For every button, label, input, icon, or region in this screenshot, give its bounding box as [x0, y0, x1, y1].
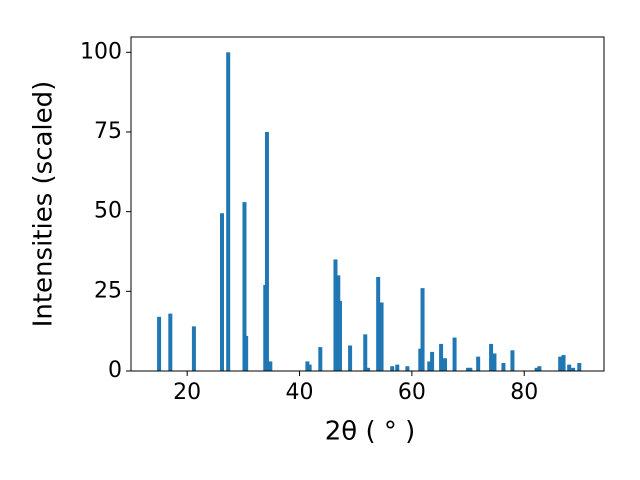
x-tick-label: 20	[173, 380, 201, 405]
y-axis-label: Intensities (scaled)	[29, 81, 59, 328]
bar	[537, 366, 542, 371]
bar	[558, 356, 563, 371]
bar	[418, 348, 423, 371]
bar	[157, 316, 162, 371]
bar	[191, 326, 196, 371]
bar	[395, 364, 400, 371]
bar	[226, 52, 231, 372]
bar	[168, 313, 173, 371]
bar	[510, 350, 515, 371]
bar	[567, 364, 572, 371]
bar	[244, 335, 249, 371]
bar	[489, 343, 494, 371]
bar	[452, 337, 457, 371]
bar	[405, 366, 410, 371]
bar	[420, 288, 425, 371]
y-tick-label: 0	[108, 358, 122, 383]
bar	[443, 358, 448, 371]
bar	[501, 363, 506, 371]
x-tick-label: 80	[510, 380, 538, 405]
bar	[376, 276, 381, 371]
bar	[220, 213, 225, 371]
bar	[268, 361, 273, 371]
bar	[561, 355, 566, 371]
bar	[348, 345, 353, 371]
y-tick-label: 100	[80, 39, 122, 64]
bar	[337, 300, 342, 371]
x-tick-label: 60	[398, 380, 426, 405]
y-tick-label: 75	[94, 119, 122, 144]
bar	[571, 367, 576, 371]
y-tick-label: 50	[94, 199, 122, 224]
bar	[333, 259, 338, 371]
bar	[430, 351, 435, 371]
y-tick-label: 25	[94, 278, 122, 303]
bar	[492, 353, 497, 371]
bar	[264, 131, 269, 371]
bar	[379, 302, 384, 371]
bar	[318, 347, 323, 371]
bar	[366, 367, 371, 371]
bar	[390, 366, 395, 371]
bar	[307, 364, 312, 371]
plot-frame	[130, 36, 605, 372]
bar	[242, 202, 247, 371]
bar	[468, 367, 473, 371]
bar	[427, 361, 432, 371]
bar	[363, 334, 368, 371]
bar	[305, 361, 310, 371]
x-axis-label: 2θ ( ° )	[325, 417, 416, 447]
bar	[476, 356, 481, 371]
bar	[534, 367, 539, 371]
x-tick-label: 40	[286, 380, 314, 405]
bar	[577, 363, 582, 371]
bar	[439, 343, 444, 371]
bar	[466, 367, 471, 371]
